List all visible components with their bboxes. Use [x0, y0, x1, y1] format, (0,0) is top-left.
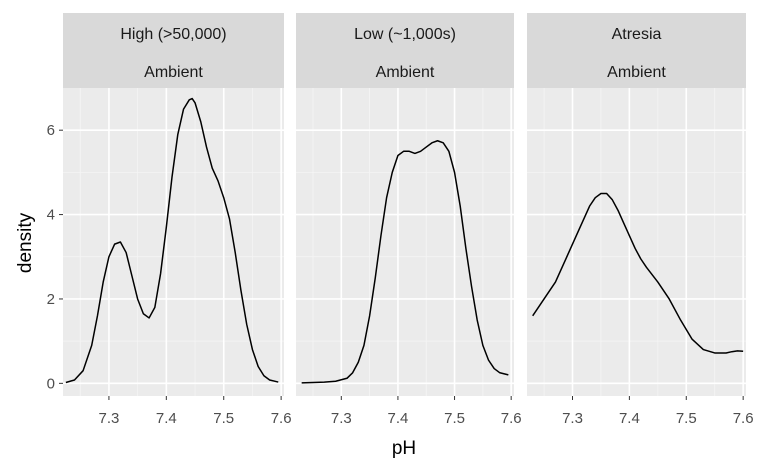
x-axis-title: pH: [392, 438, 416, 459]
facet-strip: [296, 13, 514, 88]
density-curve-2: [301, 139, 509, 384]
density-curve-3: [532, 192, 744, 354]
x-tick-label: 7.5: [676, 410, 697, 427]
facet-strip-label: Low (~1,000s): [354, 26, 456, 43]
panel-background: [296, 88, 514, 396]
y-axis-title: density: [15, 212, 36, 273]
x-tick-label: 7.3: [98, 410, 119, 427]
y-tick-label: 0: [47, 375, 55, 392]
panel-background: [527, 88, 746, 396]
facet-strip: [63, 13, 284, 88]
facet-strip-sublabel: Ambient: [144, 64, 203, 81]
panel-background: [63, 88, 284, 396]
facet-strip-label: Atresia: [612, 26, 662, 43]
x-tick-label: 7.4: [156, 410, 177, 427]
x-tick-label: 7.5: [213, 410, 234, 427]
x-tick-label: 7.6: [271, 410, 292, 427]
x-tick-label: 7.4: [387, 410, 408, 427]
facet-strip-label: High (>50,000): [120, 26, 226, 43]
y-tick-label: 6: [47, 122, 55, 139]
facet-strip-sublabel: Ambient: [607, 64, 666, 81]
y-tick-label: 2: [47, 291, 55, 308]
x-tick-label: 7.3: [331, 410, 352, 427]
facet-strip-sublabel: Ambient: [376, 64, 435, 81]
density-curve-1: [65, 97, 279, 384]
facet-strip: [527, 13, 746, 88]
x-tick-label: 7.6: [733, 410, 754, 427]
y-tick-label: 4: [47, 207, 55, 224]
x-tick-label: 7.3: [562, 410, 583, 427]
x-tick-label: 7.6: [501, 410, 522, 427]
x-tick-label: 7.5: [444, 410, 465, 427]
x-tick-label: 7.4: [619, 410, 640, 427]
